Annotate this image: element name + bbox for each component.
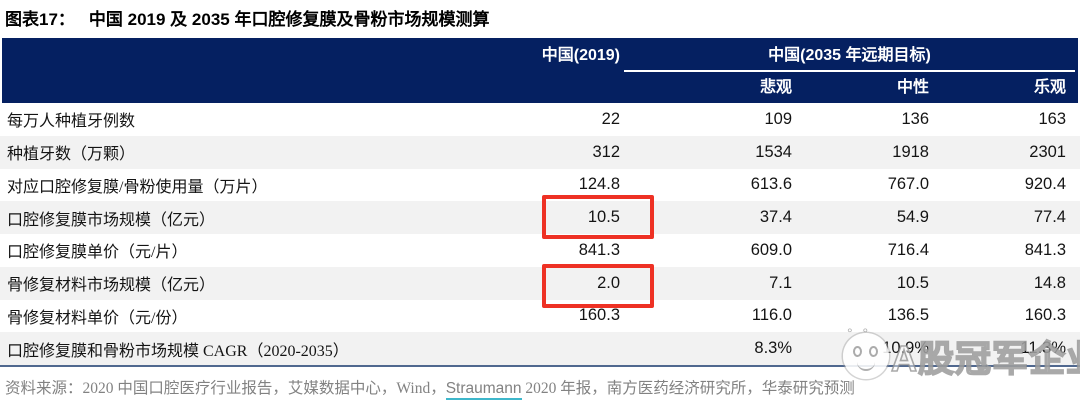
cell-pessimistic: 37.4: [759, 208, 792, 227]
figure-title: 中国 2019 及 2035 年口腔修复膜及骨粉市场规模测算: [88, 10, 490, 29]
scenario-header-optimistic: 乐观: [1033, 79, 1066, 96]
table-row: 口腔修复膜和骨粉市场规模 CAGR（2020-2035） 8.3% 10.9% 11.…: [0, 332, 1080, 365]
source-line: 资料来源：2020 中国口腔医疗行业报告，艾媒数据中心，Wind，Strauma…: [5, 376, 855, 400]
row-label: 对应口腔修复膜/骨粉使用量（万片）: [7, 178, 268, 196]
row-label: 口腔修复膜单价（元/片）: [7, 244, 188, 262]
cell-neutral: 136.5: [887, 306, 929, 325]
cell-2019: 124.8: [578, 175, 620, 194]
table-row: 口腔修复膜市场规模（亿元） 10.5 37.4 54.9 77.4: [0, 201, 1080, 234]
source-text-prefix: 资料来源：2020 中国口腔医疗行业报告，艾媒数据中心，Wind，: [5, 380, 446, 397]
scenario-header-neutral: 中性: [896, 79, 929, 96]
scenario-header-row: 悲观 中性 乐观: [2, 72, 1078, 103]
cell-neutral: 10.5: [896, 273, 929, 292]
cell-2019: 2.0: [597, 273, 620, 292]
cell-optimistic: 77.4: [1033, 208, 1066, 227]
cell-neutral: 1918: [892, 142, 929, 161]
table-bottom-rule: [0, 365, 1080, 367]
cell-optimistic: 14.8: [1033, 273, 1066, 292]
row-label: 口腔修复膜市场规模（亿元）: [7, 211, 216, 229]
header-china-2019: 中国(2019): [541, 47, 620, 64]
table-row: 对应口腔修复膜/骨粉使用量（万片） 124.8 613.6 767.0 920.4: [0, 169, 1080, 202]
cell-2019: 22: [601, 109, 620, 128]
table-row: 骨修复材料单价（元/份） 160.3 116.0 136.5 160.3: [0, 300, 1080, 333]
cell-pessimistic: 7.1: [769, 273, 792, 292]
cell-pessimistic: 116.0: [751, 306, 792, 325]
row-label: 骨修复材料单价（元/份）: [7, 309, 188, 327]
cell-neutral: 767.0: [887, 175, 929, 194]
cell-optimistic: 160.3: [1024, 306, 1066, 325]
row-label: 骨修复材料市场规模（亿元）: [7, 277, 216, 295]
cell-optimistic: 920.4: [1024, 175, 1066, 194]
row-label: 口腔修复膜和骨粉市场规模 CAGR（2020-2035）: [7, 342, 349, 360]
cell-neutral: 10.9%: [882, 339, 929, 358]
cell-2019: 10.5: [587, 208, 620, 227]
row-label: 种植牙数（万颗）: [7, 146, 136, 164]
cell-2019: 312: [592, 142, 620, 161]
table-row: 每万人种植牙例数 22 109 136 163: [0, 103, 1080, 136]
cell-2019: 160.3: [578, 306, 620, 325]
cell-pessimistic: 109: [764, 109, 792, 128]
figure-label: 图表17：: [5, 10, 75, 29]
table-row: 种植牙数（万颗） 312 1534 1918 2301: [0, 135, 1080, 169]
table-row: 骨修复材料市场规模（亿元） 2.0 7.1 10.5 14.8: [0, 266, 1080, 300]
cell-optimistic: 11.3%: [1020, 339, 1066, 358]
cell-neutral: 716.4: [887, 240, 929, 259]
scenario-header-pessimistic: 悲观: [759, 79, 792, 96]
cell-pessimistic: 609.0: [750, 240, 792, 259]
cell-pessimistic: 613.6: [750, 175, 792, 194]
cell-neutral: 136: [901, 109, 929, 128]
table-body: 每万人种植牙例数 22 109 136 163 种植牙数（万颗） 312 1534 1918 23…: [0, 103, 1080, 365]
source-link-straumann[interactable]: Straumann: [445, 380, 522, 400]
cell-2019: 841.3: [578, 240, 620, 259]
cell-optimistic: 2301: [1029, 142, 1066, 161]
cell-optimistic: 841.3: [1024, 240, 1066, 259]
highlight-box-bone-market-2019: [542, 264, 654, 308]
highlight-box-membrane-market-2019: [542, 195, 654, 239]
table-row: 口腔修复膜单价（元/片） 841.3 609.0 716.4 841.3: [0, 234, 1080, 267]
header-china-2035: 中国(2035 年远期目标): [768, 47, 931, 64]
cell-neutral: 54.9: [896, 208, 929, 227]
cell-pessimistic: 8.3%: [754, 339, 792, 358]
figure-title-row: 图表17： 中国 2019 及 2035 年口腔修复膜及骨粉市场规模测算: [5, 5, 489, 30]
source-text-suffix: 2020 年报，南方医药经济研究所，华泰研究预测: [521, 380, 855, 397]
cell-pessimistic: 1534: [755, 142, 792, 161]
row-label: 每万人种植牙例数: [7, 113, 136, 131]
cell-optimistic: 163: [1038, 109, 1066, 128]
table-header: 中国(2019) 中国(2035 年远期目标) 悲观 中性 乐观: [2, 38, 1078, 103]
header-2035-underline: [624, 70, 1075, 72]
